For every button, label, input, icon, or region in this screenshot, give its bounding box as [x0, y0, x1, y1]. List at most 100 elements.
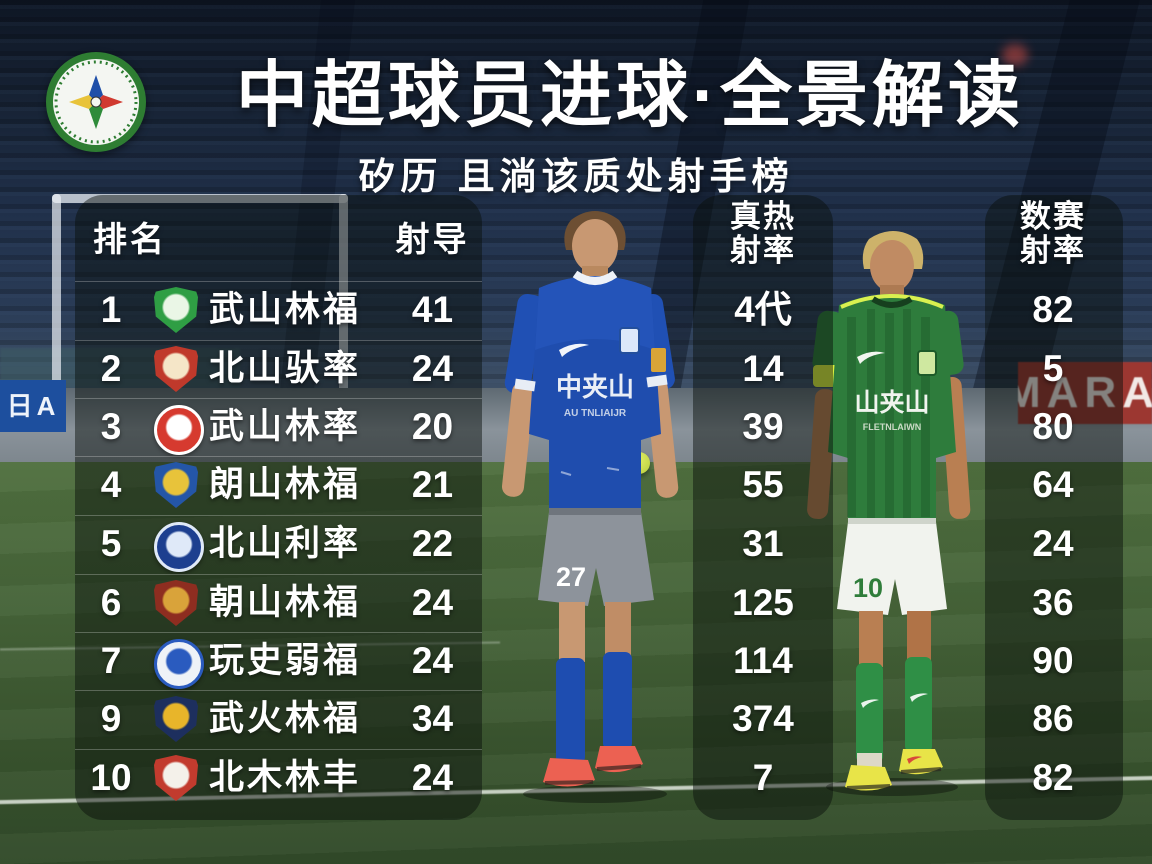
season-rate-value: 82: [1032, 289, 1074, 330]
face: [572, 219, 618, 273]
table-row: 9 武火林福 34 374 86: [75, 690, 1123, 748]
season-rate-value: 64: [1032, 464, 1074, 505]
goals-value: 22: [411, 523, 454, 564]
shorts-number: 10: [853, 573, 883, 603]
goals-value: 24: [411, 582, 454, 623]
table-row: 4 朗山林福 21 55 64: [75, 456, 1123, 514]
table-row: 5 北山利率 22 31 24: [75, 515, 1123, 573]
team-badge: [154, 287, 198, 333]
boot: [845, 765, 892, 791]
goal-crossbar: [52, 194, 348, 203]
table-row: 7 玩史弱福 24 114 90: [75, 632, 1123, 690]
sock: [603, 652, 632, 750]
goals-value: 24: [411, 640, 454, 681]
left-player-photo: 中夹山 AU TNLIAIJR 27: [501, 211, 679, 803]
team-badge: [154, 755, 198, 801]
sock: [556, 658, 585, 764]
rank-cell: 5: [100, 523, 122, 564]
season-rate-value: 36: [1032, 582, 1074, 623]
jersey-green: [807, 294, 971, 522]
shorts-gray: [538, 508, 654, 606]
rank-cell: 6: [100, 582, 122, 623]
team-badge: [154, 462, 198, 508]
table-panel-season-rate: [985, 195, 1123, 820]
goal-post: [339, 194, 348, 446]
hot-rate-value: 374: [732, 698, 794, 739]
swoosh: [857, 351, 885, 364]
jersey-blue: [501, 270, 679, 512]
league-logo: [46, 52, 146, 152]
player-name: 北山利率: [209, 524, 362, 563]
table-row: 1 武山林福 41 4代 82: [75, 281, 1123, 339]
player-name: 玩史弱福: [209, 641, 362, 680]
season-rate-value: 24: [1032, 523, 1074, 564]
page-title: 中超球员进球·全景解读: [236, 56, 1024, 136]
goal-post: [52, 194, 61, 446]
ad-board-left: 日A: [0, 380, 66, 432]
goals-value: 21: [411, 464, 454, 505]
column-header-hot-rate: 真热 射率: [730, 199, 796, 268]
jersey-sponsor-text: 山夹山: [854, 389, 929, 417]
column-header-rank: 排名: [93, 221, 167, 259]
team-badge: [154, 639, 204, 689]
column-header-goals: 射导: [395, 221, 470, 259]
season-rate-value: 90: [1032, 640, 1074, 681]
hot-rate-value: 55: [742, 464, 784, 505]
rank-cell: 2: [100, 348, 122, 389]
swoosh: [559, 343, 589, 357]
jersey-sponsor-subtext: AU TNLIAIJR: [564, 408, 627, 419]
hot-rate-value: 31: [742, 523, 784, 564]
club-crest: [619, 327, 640, 354]
club-crest: [917, 350, 937, 376]
jersey-sponsor-text: 中夹山: [556, 372, 634, 402]
hot-rate-value: 4代: [734, 289, 792, 330]
season-rate-value: 80: [1032, 406, 1074, 447]
hot-rate-value: 114: [733, 640, 793, 681]
rank-cell: 4: [100, 464, 122, 505]
season-rate-value: 5: [1042, 348, 1064, 389]
jersey-sponsor-subtext: FLETNLAIWN: [863, 422, 922, 432]
hot-rate-value: 125: [732, 582, 794, 623]
goals-value: 34: [411, 698, 454, 739]
rank-cell: 3: [100, 406, 122, 447]
ad-board-right: MARA: [1018, 362, 1152, 424]
player-name: 朝山林福: [209, 583, 362, 622]
season-rate-value: 86: [1032, 698, 1074, 739]
table-row: 6 朝山林福 24 125 36: [75, 574, 1123, 632]
player-name: 朗山林福: [209, 465, 362, 504]
player-name: 北木林丰: [209, 758, 362, 797]
goals-value: 24: [411, 348, 454, 389]
column-header-season-rate: 数赛 射率: [1020, 199, 1086, 268]
sock: [856, 663, 883, 763]
table-row: 3 武山林率 20 39 80: [75, 398, 1123, 456]
goals-value: 41: [411, 289, 454, 330]
rank-cell: 10: [90, 757, 132, 798]
season-rate-value: 82: [1032, 757, 1074, 798]
face: [870, 240, 914, 292]
team-badge: [154, 696, 198, 742]
hot-rate-value: 7: [752, 757, 774, 798]
right-player-photo: 山夹山 FLETNLAIWN 10: [807, 231, 971, 796]
team-badge: [154, 346, 198, 392]
team-badge: [154, 405, 204, 455]
player-name: 北山驮率: [209, 349, 362, 388]
table-row: 10 北木林丰 24 7 82: [75, 749, 1123, 807]
table-panel-hot-rate: [693, 195, 833, 820]
page-subtitle: 矽历 且淌该质处射手榜: [358, 156, 794, 197]
shorts-number: 27: [556, 562, 586, 592]
hot-rate-value: 14: [742, 348, 784, 389]
shorts-white: [837, 518, 947, 615]
team-badge: [154, 580, 198, 626]
goals-value: 24: [411, 757, 454, 798]
team-badge: [154, 522, 204, 572]
table-panel-main: [75, 195, 482, 820]
sleeve-patch: [651, 348, 666, 372]
table-header: 排名 射导 真热 射率 数赛 射率: [75, 198, 1123, 270]
hot-rate-value: 39: [742, 406, 784, 447]
rank-cell: 1: [100, 289, 122, 330]
boot: [543, 758, 595, 787]
rank-cell: 7: [100, 640, 122, 681]
player-name: 武山林率: [209, 407, 362, 446]
table-row: 2 北山驮率 24 14 5: [75, 340, 1123, 398]
